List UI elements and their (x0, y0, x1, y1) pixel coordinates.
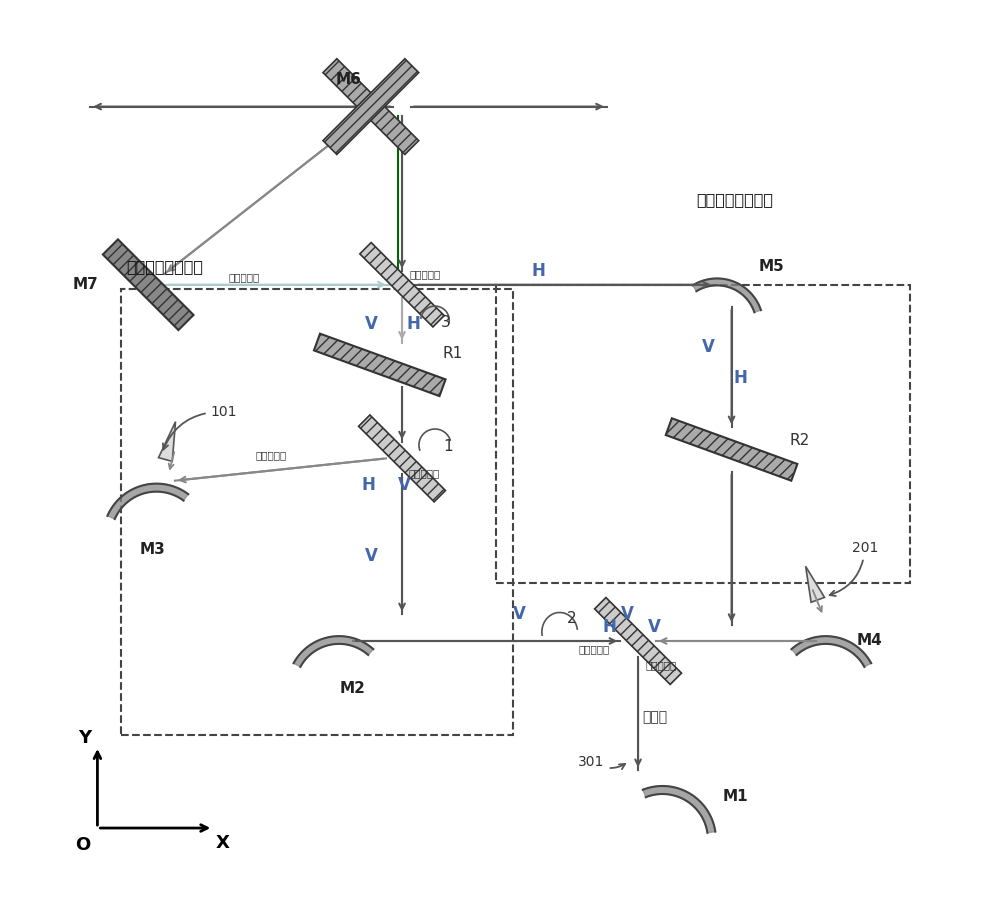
Text: 第二反射面: 第二反射面 (645, 660, 676, 670)
Text: M7: M7 (72, 277, 98, 292)
Text: 第二反射面: 第二反射面 (228, 272, 260, 282)
Text: R2: R2 (789, 433, 810, 448)
Text: 301: 301 (578, 754, 625, 770)
Text: 第二反射面: 第二反射面 (255, 450, 286, 460)
Polygon shape (693, 279, 761, 312)
Text: V: V (398, 476, 410, 494)
Text: 第一反射面: 第一反射面 (408, 468, 440, 478)
Text: 第二收发共用支路: 第二收发共用支路 (126, 260, 203, 274)
Text: M5: M5 (758, 260, 784, 274)
Text: V: V (365, 547, 377, 565)
Text: X: X (216, 833, 230, 851)
Text: H: H (362, 476, 376, 494)
Text: 2: 2 (567, 611, 576, 627)
Polygon shape (666, 418, 797, 481)
Text: H: H (531, 262, 545, 280)
Text: 201: 201 (830, 541, 878, 596)
Polygon shape (806, 566, 825, 602)
Text: 圆极化: 圆极化 (643, 710, 668, 725)
Text: 101: 101 (163, 405, 237, 450)
Polygon shape (360, 243, 444, 327)
Polygon shape (643, 786, 715, 832)
Bar (496, 285, 910, 583)
Polygon shape (595, 598, 682, 684)
Polygon shape (107, 484, 188, 519)
Text: V: V (513, 605, 526, 623)
Polygon shape (323, 58, 419, 155)
Polygon shape (359, 415, 445, 502)
Text: V: V (365, 316, 377, 334)
Polygon shape (314, 334, 446, 396)
Text: 第一反射面: 第一反射面 (409, 270, 440, 280)
Text: H: H (602, 619, 616, 636)
Text: R1: R1 (442, 346, 462, 360)
Text: 第一收发共用支路: 第一收发共用支路 (696, 192, 773, 208)
Text: O: O (75, 836, 90, 854)
Polygon shape (791, 636, 871, 667)
Text: M4: M4 (856, 634, 882, 648)
Polygon shape (158, 422, 176, 461)
Text: H: H (733, 369, 747, 387)
Text: 3: 3 (441, 315, 451, 330)
Text: V: V (648, 619, 661, 636)
Text: M2: M2 (340, 681, 366, 696)
Polygon shape (294, 636, 373, 667)
Text: V: V (702, 337, 715, 355)
Text: V: V (621, 605, 634, 623)
Text: M3: M3 (139, 542, 165, 556)
Bar (121, 289, 513, 734)
Text: M6: M6 (335, 72, 361, 87)
Text: M1: M1 (723, 789, 748, 805)
Text: Y: Y (78, 728, 91, 746)
Polygon shape (103, 239, 194, 330)
Text: 1: 1 (443, 440, 453, 454)
Text: 第一反射面: 第一反射面 (578, 645, 610, 654)
Polygon shape (323, 58, 419, 155)
Text: H: H (406, 316, 420, 334)
